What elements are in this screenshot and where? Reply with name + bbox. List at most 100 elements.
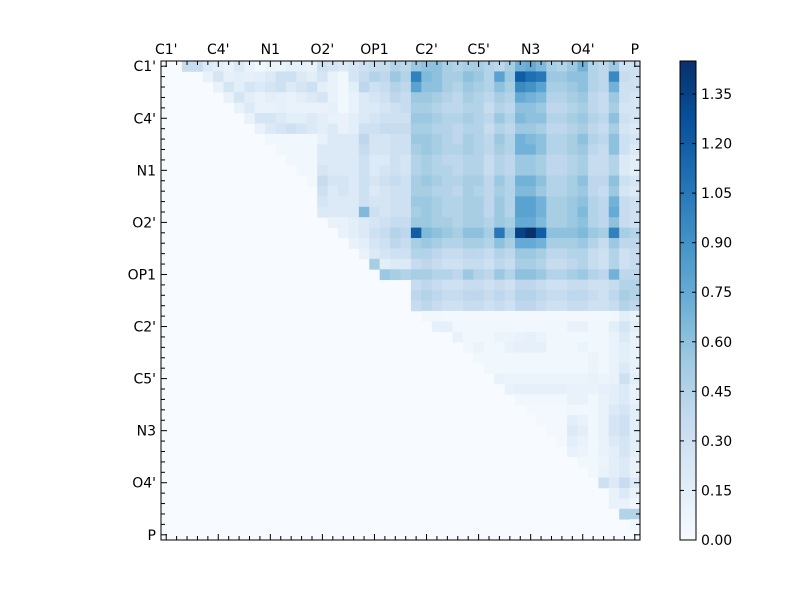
heatmap-cell (619, 248, 630, 260)
heatmap-cell (556, 144, 568, 156)
heatmap-cell (546, 269, 558, 281)
heatmap-cell (546, 321, 558, 333)
heatmap-cell (577, 300, 589, 312)
heatmap-cell (442, 71, 453, 83)
heatmap-cell (421, 175, 433, 187)
x-tick-label: C2' (415, 42, 438, 58)
heatmap-cell (306, 61, 318, 72)
heatmap-cell (556, 321, 568, 333)
heatmap-cell (598, 227, 610, 239)
heatmap-cell (577, 456, 589, 468)
heatmap-cell (598, 248, 610, 260)
heatmap-cell (483, 217, 495, 229)
heatmap-cell (577, 290, 589, 301)
heatmap-cell (525, 175, 537, 187)
heatmap-cell (546, 404, 558, 416)
heatmap-cell (556, 61, 568, 72)
heatmap-cell (285, 133, 297, 145)
heatmap-cell (379, 206, 391, 218)
heatmap-cell (629, 435, 641, 447)
heatmap-cell (504, 154, 516, 166)
heatmap-cell (348, 227, 360, 239)
heatmap-cell (462, 196, 474, 208)
heatmap-cell (494, 258, 506, 270)
heatmap-cell (327, 217, 339, 229)
y-tick-label: P (148, 528, 156, 544)
heatmap-cell (431, 81, 443, 93)
heatmap-cell (400, 92, 412, 104)
heatmap-cell (556, 81, 568, 93)
heatmap-cell (556, 217, 568, 229)
heatmap-cell (379, 258, 391, 270)
heatmap-cell (556, 425, 568, 437)
heatmap-cell (421, 310, 433, 322)
heatmap-cell (577, 227, 589, 239)
heatmap-cell (483, 81, 495, 93)
heatmap-cell (410, 92, 422, 104)
heatmap-cell (317, 133, 329, 145)
heatmap-cell (556, 123, 568, 135)
heatmap-cell (629, 310, 641, 322)
heatmap-cell (587, 404, 599, 416)
heatmap-cell (515, 81, 526, 93)
colorbar-gradient (680, 61, 696, 540)
heatmap-cell (400, 165, 412, 176)
heatmap-cell (598, 342, 610, 353)
heatmap-cell (358, 144, 370, 156)
heatmap-cell (619, 123, 630, 135)
heatmap-cell (587, 435, 599, 447)
heatmap-cell (327, 206, 339, 218)
colorbar-tick-label: 0.75 (701, 285, 732, 301)
heatmap-cell (452, 61, 464, 72)
heatmap-cell (421, 154, 433, 166)
heatmap-cell (598, 258, 610, 270)
heatmap-cell (421, 71, 433, 83)
heatmap-cell (619, 383, 630, 395)
heatmap-cell (369, 206, 381, 218)
heatmap-cell (577, 383, 589, 395)
heatmap-cell (567, 185, 578, 197)
heatmap-cell (556, 133, 568, 145)
heatmap-cell (494, 196, 506, 208)
heatmap-cell (535, 206, 547, 218)
heatmap-cell (535, 342, 547, 353)
heatmap-cell (587, 425, 599, 437)
heatmap-cell (390, 102, 401, 114)
heatmap-cell (577, 415, 589, 426)
heatmap-cell (462, 217, 474, 229)
heatmap-cell (629, 290, 641, 301)
heatmap-cell (483, 113, 495, 124)
heatmap-cell (567, 435, 578, 447)
heatmap-cell (348, 133, 360, 145)
heatmap-cell (452, 185, 464, 197)
heatmap-cell (410, 144, 422, 156)
heatmap-cell (400, 113, 412, 124)
heatmap-cell (254, 123, 266, 135)
heatmap-cell (567, 321, 578, 333)
heatmap-cell (567, 300, 578, 312)
heatmap-cell (442, 290, 453, 301)
heatmap-cell (410, 113, 422, 124)
heatmap-cell (400, 102, 412, 114)
heatmap-frame (160, 60, 641, 541)
heatmap-cell (254, 102, 266, 114)
heatmap-cell (598, 467, 610, 478)
heatmap-cell (546, 102, 558, 114)
heatmap-cell (577, 373, 589, 385)
heatmap-cell (473, 217, 485, 229)
colorbar-ticks: 0.00 0.15 0.30 0.45 0.60 0.75 0.90 1.05 1.20 1.35 (680, 87, 732, 549)
heatmap-cell (494, 352, 506, 364)
heatmap-cell (494, 310, 506, 322)
heatmap-cell (546, 92, 558, 104)
heatmap-cell (285, 71, 297, 83)
heatmap-cell (421, 248, 433, 260)
heatmap-cell (421, 144, 433, 156)
heatmap-cell (556, 258, 568, 270)
heatmap-cell (535, 258, 547, 270)
heatmap-cell (546, 310, 558, 322)
heatmap-cell (306, 165, 318, 176)
heatmap-cell (619, 92, 630, 104)
heatmap-cell (348, 238, 360, 249)
heatmap-cell (608, 456, 620, 468)
heatmap-cell (483, 175, 495, 187)
